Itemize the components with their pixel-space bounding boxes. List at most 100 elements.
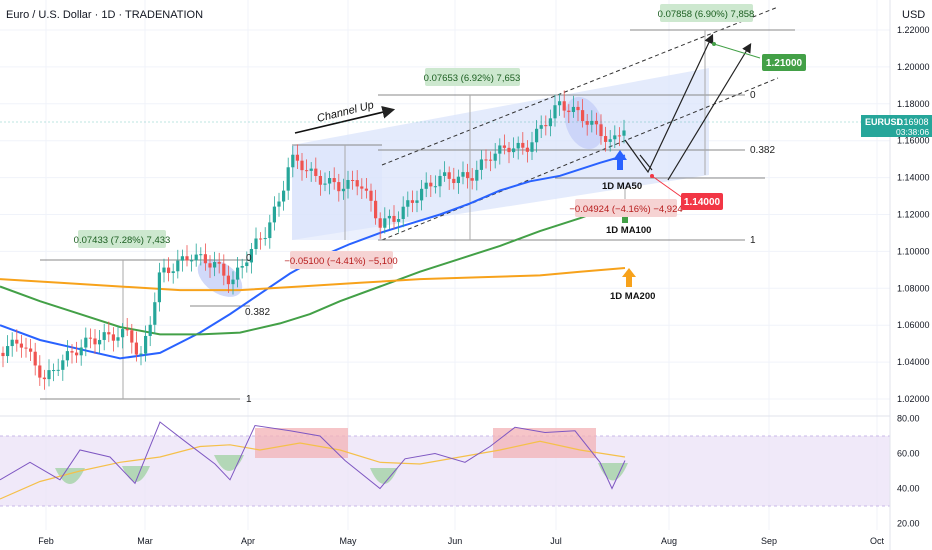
candle-body	[286, 167, 290, 191]
candle-body	[346, 180, 350, 189]
candle-body	[194, 254, 198, 261]
candle-body	[383, 218, 387, 228]
candle-body	[245, 262, 249, 267]
candle-body	[548, 118, 552, 127]
price-tick-label: 1.08000	[897, 283, 930, 293]
candle-body	[599, 124, 603, 137]
candle-body	[185, 256, 189, 261]
rsi-ma-line	[0, 440, 626, 500]
candle-body	[254, 238, 258, 249]
rsi-dip-5	[598, 463, 628, 481]
price-tick-label: 1.12000	[897, 210, 930, 220]
candle-body	[121, 329, 125, 338]
candle-body	[79, 347, 83, 356]
price-tick-label: 1.20000	[897, 62, 930, 72]
projection-arrow-1	[624, 33, 714, 174]
candle-body	[328, 178, 332, 184]
time-tick-label: Aug	[661, 536, 677, 546]
candle-body	[231, 279, 235, 285]
candle-body	[562, 101, 566, 111]
candle-body	[571, 106, 575, 113]
candle-body	[33, 351, 37, 366]
range-box	[292, 145, 382, 240]
candle-body	[553, 105, 557, 119]
candle-body	[617, 135, 621, 137]
moving-averages	[0, 154, 626, 360]
ma-line-1	[0, 154, 626, 360]
candle-body	[314, 168, 318, 176]
fib-0-label-a: 0	[246, 253, 252, 264]
candle-body	[351, 180, 355, 182]
candle-body	[581, 110, 585, 122]
candle-body	[410, 200, 414, 203]
rsi-tick-label: 80.00	[897, 414, 920, 424]
projection-arrow-2	[667, 42, 752, 181]
price-tag-countdown: 03:38:06	[896, 127, 929, 137]
channel-up-band	[292, 68, 709, 240]
price-tick-label: 1.06000	[897, 320, 930, 330]
candle-body	[461, 172, 465, 177]
candle-body	[516, 142, 520, 149]
candle-body	[240, 266, 244, 268]
candle-body	[484, 159, 488, 161]
candle-body	[475, 169, 479, 181]
price-tick-label: 1.10000	[897, 246, 930, 256]
price-tick-label: 1.16000	[897, 136, 930, 146]
pullback-ellipse-1	[197, 259, 243, 297]
candle-body	[10, 339, 14, 347]
target-up-label: 1.21000	[766, 58, 803, 69]
candle-body	[456, 176, 460, 184]
candle-body	[392, 215, 396, 222]
currency-label[interactable]: USD	[902, 9, 925, 21]
candle-body	[323, 183, 327, 185]
candle-body	[75, 352, 79, 356]
candle-body	[489, 159, 493, 161]
ma50-label: 1D MA50	[602, 181, 642, 192]
measure-1-box	[78, 230, 166, 248]
candle-body	[259, 238, 263, 240]
candle-body	[148, 324, 152, 336]
candle-body	[397, 219, 401, 222]
ma-line-2	[0, 200, 626, 336]
fib-1-label-a: 1	[246, 394, 252, 405]
candle-body	[226, 275, 230, 285]
candle-body	[613, 135, 617, 140]
rsi-tick-label: 20.00	[897, 519, 920, 529]
candle-body	[337, 182, 341, 192]
candle-body	[24, 347, 28, 349]
fib-0-label-b: 0	[750, 90, 756, 101]
time-axis: Feb Mar Apr May Jun Jul Aug Sep Oct	[38, 536, 884, 546]
candle-body	[52, 370, 56, 372]
candle-body	[387, 215, 391, 219]
measure-1-label: 0.07433 (7.28%) 7,433	[74, 235, 171, 246]
candle-body	[282, 190, 286, 202]
candle-body	[341, 188, 345, 192]
candle-body	[608, 139, 612, 142]
drop-2-box	[575, 199, 677, 217]
candle-body	[420, 188, 424, 201]
candle-body	[318, 175, 322, 185]
candle-body	[171, 271, 175, 274]
candle-body	[180, 256, 184, 261]
target-down-box	[681, 193, 723, 210]
candle-body	[364, 188, 368, 191]
candle-body	[236, 267, 240, 280]
candle-body	[433, 186, 437, 188]
candle-body	[272, 206, 276, 223]
candle-body	[378, 218, 382, 228]
target-up-box	[762, 54, 806, 71]
candle-body	[130, 330, 134, 343]
symbol-title[interactable]: Euro / U.S. Dollar · 1D · TRADENATION	[6, 9, 203, 21]
time-tick-label: Apr	[241, 536, 255, 546]
ma200-label: 1D MA200	[610, 291, 655, 302]
candle-body	[355, 180, 359, 187]
time-tick-label: Sep	[761, 536, 777, 546]
candle-body	[56, 369, 60, 371]
candle-body	[98, 339, 102, 345]
candle-body	[88, 337, 92, 339]
candle-body	[498, 145, 502, 154]
candle-body	[300, 160, 304, 171]
candle-body	[360, 186, 364, 189]
candle-body	[199, 254, 203, 256]
